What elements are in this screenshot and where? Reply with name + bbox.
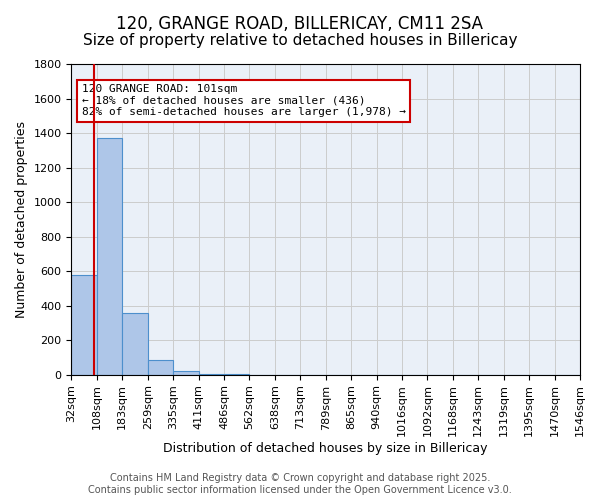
Bar bbox=[148, 360, 173, 374]
Bar bbox=[173, 372, 199, 374]
Bar bbox=[71, 274, 97, 374]
X-axis label: Distribution of detached houses by size in Billericay: Distribution of detached houses by size … bbox=[163, 442, 488, 455]
Bar bbox=[97, 138, 122, 374]
Text: 120, GRANGE ROAD, BILLERICAY, CM11 2SA: 120, GRANGE ROAD, BILLERICAY, CM11 2SA bbox=[116, 15, 484, 33]
Text: 120 GRANGE ROAD: 101sqm
← 18% of detached houses are smaller (436)
82% of semi-d: 120 GRANGE ROAD: 101sqm ← 18% of detache… bbox=[82, 84, 406, 117]
Y-axis label: Number of detached properties: Number of detached properties bbox=[15, 121, 28, 318]
Text: Size of property relative to detached houses in Billericay: Size of property relative to detached ho… bbox=[83, 32, 517, 48]
Bar bbox=[122, 312, 148, 374]
Text: Contains HM Land Registry data © Crown copyright and database right 2025.
Contai: Contains HM Land Registry data © Crown c… bbox=[88, 474, 512, 495]
